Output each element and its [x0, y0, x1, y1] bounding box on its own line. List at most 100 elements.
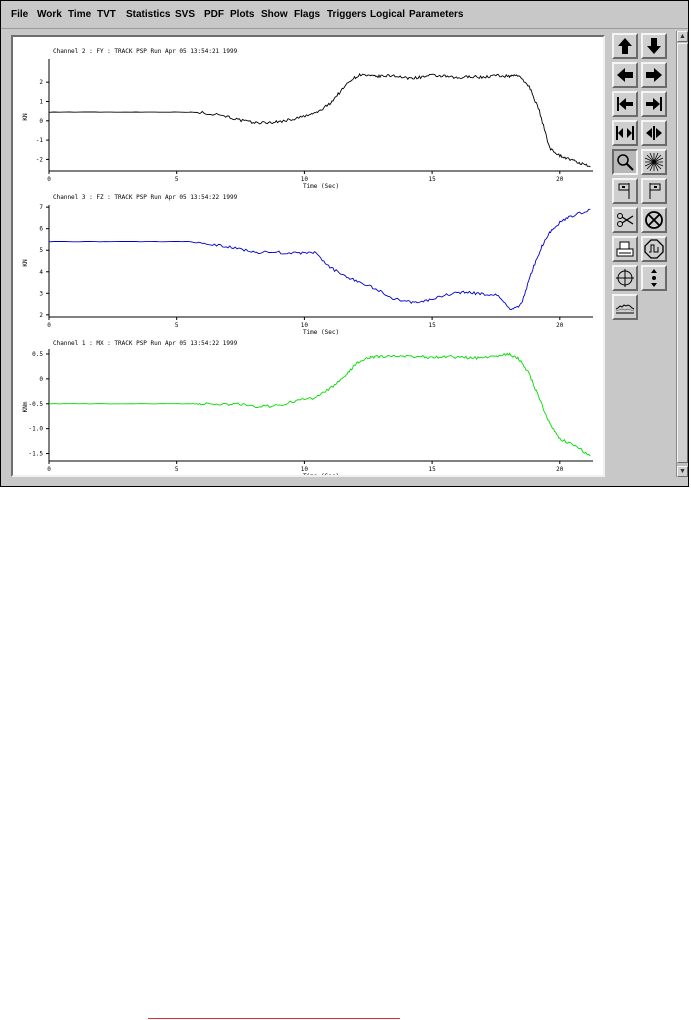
compress-horizontal-icon [646, 126, 662, 140]
arrow-up-button[interactable] [612, 33, 638, 59]
arrow-down-button[interactable] [641, 33, 667, 59]
chart-channel-2: Channel 3 : FZ : TRACK PSP Run Apr 05 13… [22, 194, 593, 336]
x-tick-label: 10 [301, 466, 309, 473]
x-axis-label: Time (Sec) [303, 329, 339, 336]
y-tick-label: 1 [39, 98, 43, 105]
y-tick-label: 4 [39, 269, 43, 276]
chart-channel-1: Channel 2 : FY : TRACK PSP Run Apr 05 13… [22, 48, 593, 190]
chart-title: Channel 2 : FY : TRACK PSP Run Apr 05 13… [53, 48, 238, 55]
plot-area[interactable]: Channel 2 : FY : TRACK PSP Run Apr 05 13… [11, 35, 605, 477]
y-tick-label: -0.5 [29, 401, 44, 408]
y-tick-label: 0.5 [32, 351, 43, 358]
footer-rule [148, 1018, 400, 1019]
zoom-icon [617, 154, 634, 171]
x-tick-label: 5 [175, 466, 179, 473]
chart-title: Channel 3 : FZ : TRACK PSP Run Apr 05 13… [53, 194, 238, 201]
crosshair-icon [616, 269, 634, 287]
menu-parameters[interactable]: Parameters [409, 9, 464, 20]
y-axis-label: KN [22, 113, 29, 121]
x-tick-label: 15 [428, 176, 436, 183]
flag-right-button[interactable] [641, 178, 667, 204]
y-tick-label: -1 [36, 137, 44, 144]
vertical-expand-icon [651, 269, 657, 287]
menu-bar: File Work Time TVT Statistics SVS PDF Plots Show… [1, 1, 688, 29]
jump-end-icon [646, 97, 662, 111]
scroll-thumb[interactable] [677, 43, 688, 463]
x-tick-label: 5 [175, 322, 179, 329]
waveform-icon [615, 304, 635, 314]
vertical-expand-button[interactable] [641, 265, 667, 291]
y-tick-label: 7 [39, 204, 43, 211]
starburst-icon [644, 152, 664, 172]
x-tick-label: 20 [556, 176, 564, 183]
arrow-up-icon [618, 38, 632, 54]
jump-start-button[interactable] [612, 91, 638, 117]
zoom-button[interactable] [612, 149, 638, 175]
menu-show[interactable]: Show [261, 9, 288, 20]
scroll-up-arrow[interactable]: ▲ [677, 31, 688, 42]
menu-file[interactable]: File [11, 9, 29, 20]
x-tick-label: 0 [47, 176, 51, 183]
charts-svg: Channel 2 : FY : TRACK PSP Run Apr 05 13… [22, 48, 593, 475]
menu-plots[interactable]: Plots [230, 9, 255, 20]
y-tick-label: 2 [39, 79, 43, 86]
y-tick-label: -2 [36, 156, 44, 163]
scissors-icon [617, 213, 634, 227]
jump-end-button[interactable] [641, 91, 667, 117]
cancel-icon [645, 211, 663, 229]
menu-logical[interactable]: Logical [370, 9, 406, 20]
menu-tvt[interactable]: TVT [97, 9, 116, 20]
y-tick-label: -1.5 [29, 451, 44, 458]
flag-left-button[interactable] [612, 178, 638, 204]
y-tick-label: -1.0 [29, 426, 44, 433]
y-tick-label: 3 [39, 290, 43, 297]
chart-title: Channel 1 : MX : TRACK PSP Run Apr 05 13… [53, 340, 238, 347]
y-tick-label: 2 [39, 312, 43, 319]
cancel-button[interactable] [641, 207, 667, 233]
crosshair-button[interactable] [612, 265, 638, 291]
y-tick-label: 5 [39, 247, 43, 254]
flag-right-icon [649, 183, 661, 199]
y-tick-label: 0 [39, 376, 43, 383]
x-tick-label: 0 [47, 322, 51, 329]
x-tick-label: 0 [47, 466, 51, 473]
x-axis-label: Time (Sec) [303, 183, 339, 190]
menu-pdf[interactable]: PDF [204, 9, 224, 20]
menu-svs[interactable]: SVS [175, 9, 196, 20]
scissors-button[interactable] [612, 207, 638, 233]
y-axis-label: KN [22, 259, 29, 267]
arrow-right-button[interactable] [641, 62, 667, 88]
tool-palette [612, 33, 672, 321]
jump-start-icon [617, 97, 633, 111]
x-axis-label: Time (Sec) [303, 473, 339, 475]
menu-statistics[interactable]: Statistics [126, 9, 171, 20]
menu-time[interactable]: Time [68, 9, 92, 20]
chart-channel-3: Channel 1 : MX : TRACK PSP Run Apr 05 13… [22, 340, 593, 475]
app-window: File Work Time TVT Statistics SVS PDF Plots Show… [0, 0, 689, 487]
y-tick-label: 6 [39, 226, 43, 233]
waveform-button[interactable] [612, 294, 638, 320]
x-tick-label: 5 [175, 176, 179, 183]
series-line-channel-2 [48, 208, 591, 311]
stop-sign-icon [644, 239, 664, 259]
x-tick-label: 20 [556, 322, 564, 329]
arrow-left-button[interactable] [612, 62, 638, 88]
arrow-down-icon [647, 38, 661, 54]
series-line-channel-3 [48, 352, 591, 457]
printer-icon [616, 241, 634, 257]
scroll-down-arrow[interactable]: ▼ [677, 466, 688, 477]
x-tick-label: 15 [428, 466, 436, 473]
printer-button[interactable] [612, 236, 638, 262]
y-tick-label: 0 [39, 118, 43, 125]
vertical-scrollbar[interactable]: ▲ ▼ [676, 31, 688, 477]
compress-horizontal-button[interactable] [641, 120, 667, 146]
menu-work[interactable]: Work [37, 9, 62, 20]
expand-horizontal-button[interactable] [612, 120, 638, 146]
menu-triggers[interactable]: Triggers [327, 9, 367, 20]
stop-sign-button[interactable] [641, 236, 667, 262]
arrow-right-icon [646, 68, 662, 82]
x-tick-label: 20 [556, 466, 564, 473]
starburst-button[interactable] [641, 149, 667, 175]
flag-left-icon [618, 183, 630, 199]
menu-flags[interactable]: Flags [294, 9, 321, 20]
